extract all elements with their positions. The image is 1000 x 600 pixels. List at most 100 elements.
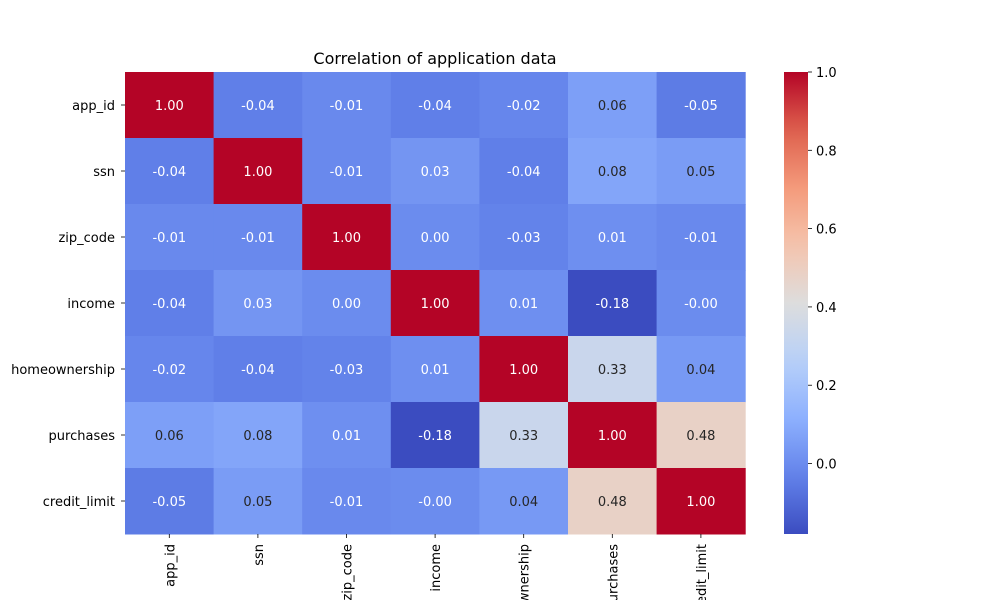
cell-value-label: -0.01 — [684, 231, 718, 246]
x-tick-labels: app_id ssn zip_code income homeownership purc… — [163, 534, 710, 600]
cell-value-label: -0.01 — [330, 99, 364, 114]
heatmap-cell — [479, 402, 569, 469]
cell-value-label: 0.03 — [243, 297, 272, 312]
cell-value-label: 0.33 — [509, 429, 538, 444]
colorbar-tick-label: 0.6 — [816, 223, 837, 238]
cell-value-label: -0.02 — [507, 99, 541, 114]
heatmap-cell — [656, 72, 746, 139]
cell-value-label: 1.00 — [155, 99, 184, 114]
cell-value-label: 1.00 — [332, 231, 361, 246]
heatmap-cell — [479, 72, 569, 139]
cell-value-label: 0.06 — [598, 99, 627, 114]
heatmap-cell — [125, 72, 215, 139]
cell-value-label: 0.04 — [686, 363, 715, 378]
cell-value-label: 0.05 — [686, 165, 715, 180]
y-tick-label: credit_limit — [43, 495, 115, 510]
heatmap-cell — [656, 204, 746, 271]
heatmap-cell — [568, 402, 658, 469]
heatmap-cell — [479, 138, 569, 205]
y-tick-label: income — [67, 297, 115, 312]
heatmap-cell — [125, 336, 215, 403]
cell-value-label: 0.01 — [332, 429, 361, 444]
cell-value-label: -0.00 — [684, 297, 718, 312]
heatmap-cell — [302, 204, 392, 271]
x-tick-label: income — [429, 544, 444, 592]
cell-value-label: -0.03 — [507, 231, 541, 246]
heatmap-cell — [302, 468, 392, 535]
heatmap-cell — [302, 138, 392, 205]
heatmap-cell — [213, 204, 303, 271]
heatmap-cell — [568, 204, 658, 271]
heatmap-cell — [125, 468, 215, 535]
cell-value-label: -0.01 — [152, 231, 186, 246]
heatmap-cell — [656, 468, 746, 535]
cell-value-label: -0.04 — [241, 99, 275, 114]
colorbar-tick-label: 0.2 — [816, 379, 837, 394]
cell-value-label: -0.18 — [418, 429, 452, 444]
colorbar — [784, 72, 808, 534]
heatmap-cell — [213, 72, 303, 139]
colorbar-tick-label: 0.4 — [816, 301, 837, 316]
heatmap-cell — [479, 204, 569, 271]
cell-value-label: 1.00 — [598, 429, 627, 444]
cell-value-label: -0.05 — [684, 99, 718, 114]
y-tick-label: zip_code — [58, 231, 115, 246]
cell-value-label: 0.00 — [332, 297, 361, 312]
heatmap-cell — [656, 270, 746, 337]
x-tick-label: credit_limit — [695, 544, 710, 600]
heatmap-cell — [656, 402, 746, 469]
heatmap-cell — [125, 138, 215, 205]
cell-value-label: 0.03 — [421, 165, 450, 180]
x-tick-label: zip_code — [341, 544, 356, 600]
heatmap-cell — [390, 204, 480, 271]
heatmap-cell — [390, 402, 480, 469]
cell-value-label: -0.05 — [152, 495, 186, 510]
heatmap-cell — [213, 138, 303, 205]
cell-value-label: 0.05 — [243, 495, 272, 510]
heatmap-cell — [479, 336, 569, 403]
cell-value-label: -0.03 — [330, 363, 364, 378]
heatmap-cell — [568, 336, 658, 403]
colorbar-ticks: 0.0 0.2 0.4 0.6 0.8 1.0 — [808, 66, 837, 473]
y-tick-label: app_id — [72, 99, 115, 114]
heatmap-cell — [213, 336, 303, 403]
colorbar-tick-label: 0.8 — [816, 144, 837, 159]
heatmap-cell — [213, 402, 303, 469]
cell-value-label: 1.00 — [243, 165, 272, 180]
heatmap-cell — [479, 270, 569, 337]
x-tick-label: app_id — [163, 544, 178, 587]
cell-value-label: 0.33 — [598, 363, 627, 378]
colorbar-tick-label: 0.0 — [816, 458, 837, 473]
cell-value-label: 0.06 — [155, 429, 184, 444]
cell-value-label: -0.04 — [241, 363, 275, 378]
colorbar-tick-label: 1.0 — [816, 66, 837, 81]
heatmap-cell — [302, 72, 392, 139]
heatmap-cell — [213, 270, 303, 337]
cell-value-label: 0.01 — [598, 231, 627, 246]
cell-value-label: 0.01 — [421, 363, 450, 378]
heatmap-cells: 1.00 -0.04 -0.01 -0.04 -0.02 0.06 -0.05 -0.04 1.… — [125, 72, 746, 535]
cell-value-label: -0.18 — [595, 297, 629, 312]
cell-value-label: 1.00 — [421, 297, 450, 312]
cell-value-label: 0.48 — [686, 429, 715, 444]
heatmap-cell — [568, 72, 658, 139]
heatmap-cell — [390, 72, 480, 139]
heatmap-cell — [390, 336, 480, 403]
heatmap-cell — [125, 270, 215, 337]
cell-value-label: -0.04 — [152, 165, 186, 180]
heatmap-cell — [656, 336, 746, 403]
cell-value-label: 0.08 — [243, 429, 272, 444]
cell-value-label: 1.00 — [686, 495, 715, 510]
heatmap-cell — [302, 270, 392, 337]
cell-value-label: -0.01 — [241, 231, 275, 246]
cell-value-label: 0.00 — [421, 231, 450, 246]
heatmap-cell — [479, 468, 569, 535]
heatmap-cell — [390, 270, 480, 337]
cell-value-label: 0.01 — [509, 297, 538, 312]
heatmap-cell — [302, 336, 392, 403]
cell-value-label: -0.01 — [330, 165, 364, 180]
heatmap-cell — [656, 138, 746, 205]
cell-value-label: -0.04 — [418, 99, 452, 114]
